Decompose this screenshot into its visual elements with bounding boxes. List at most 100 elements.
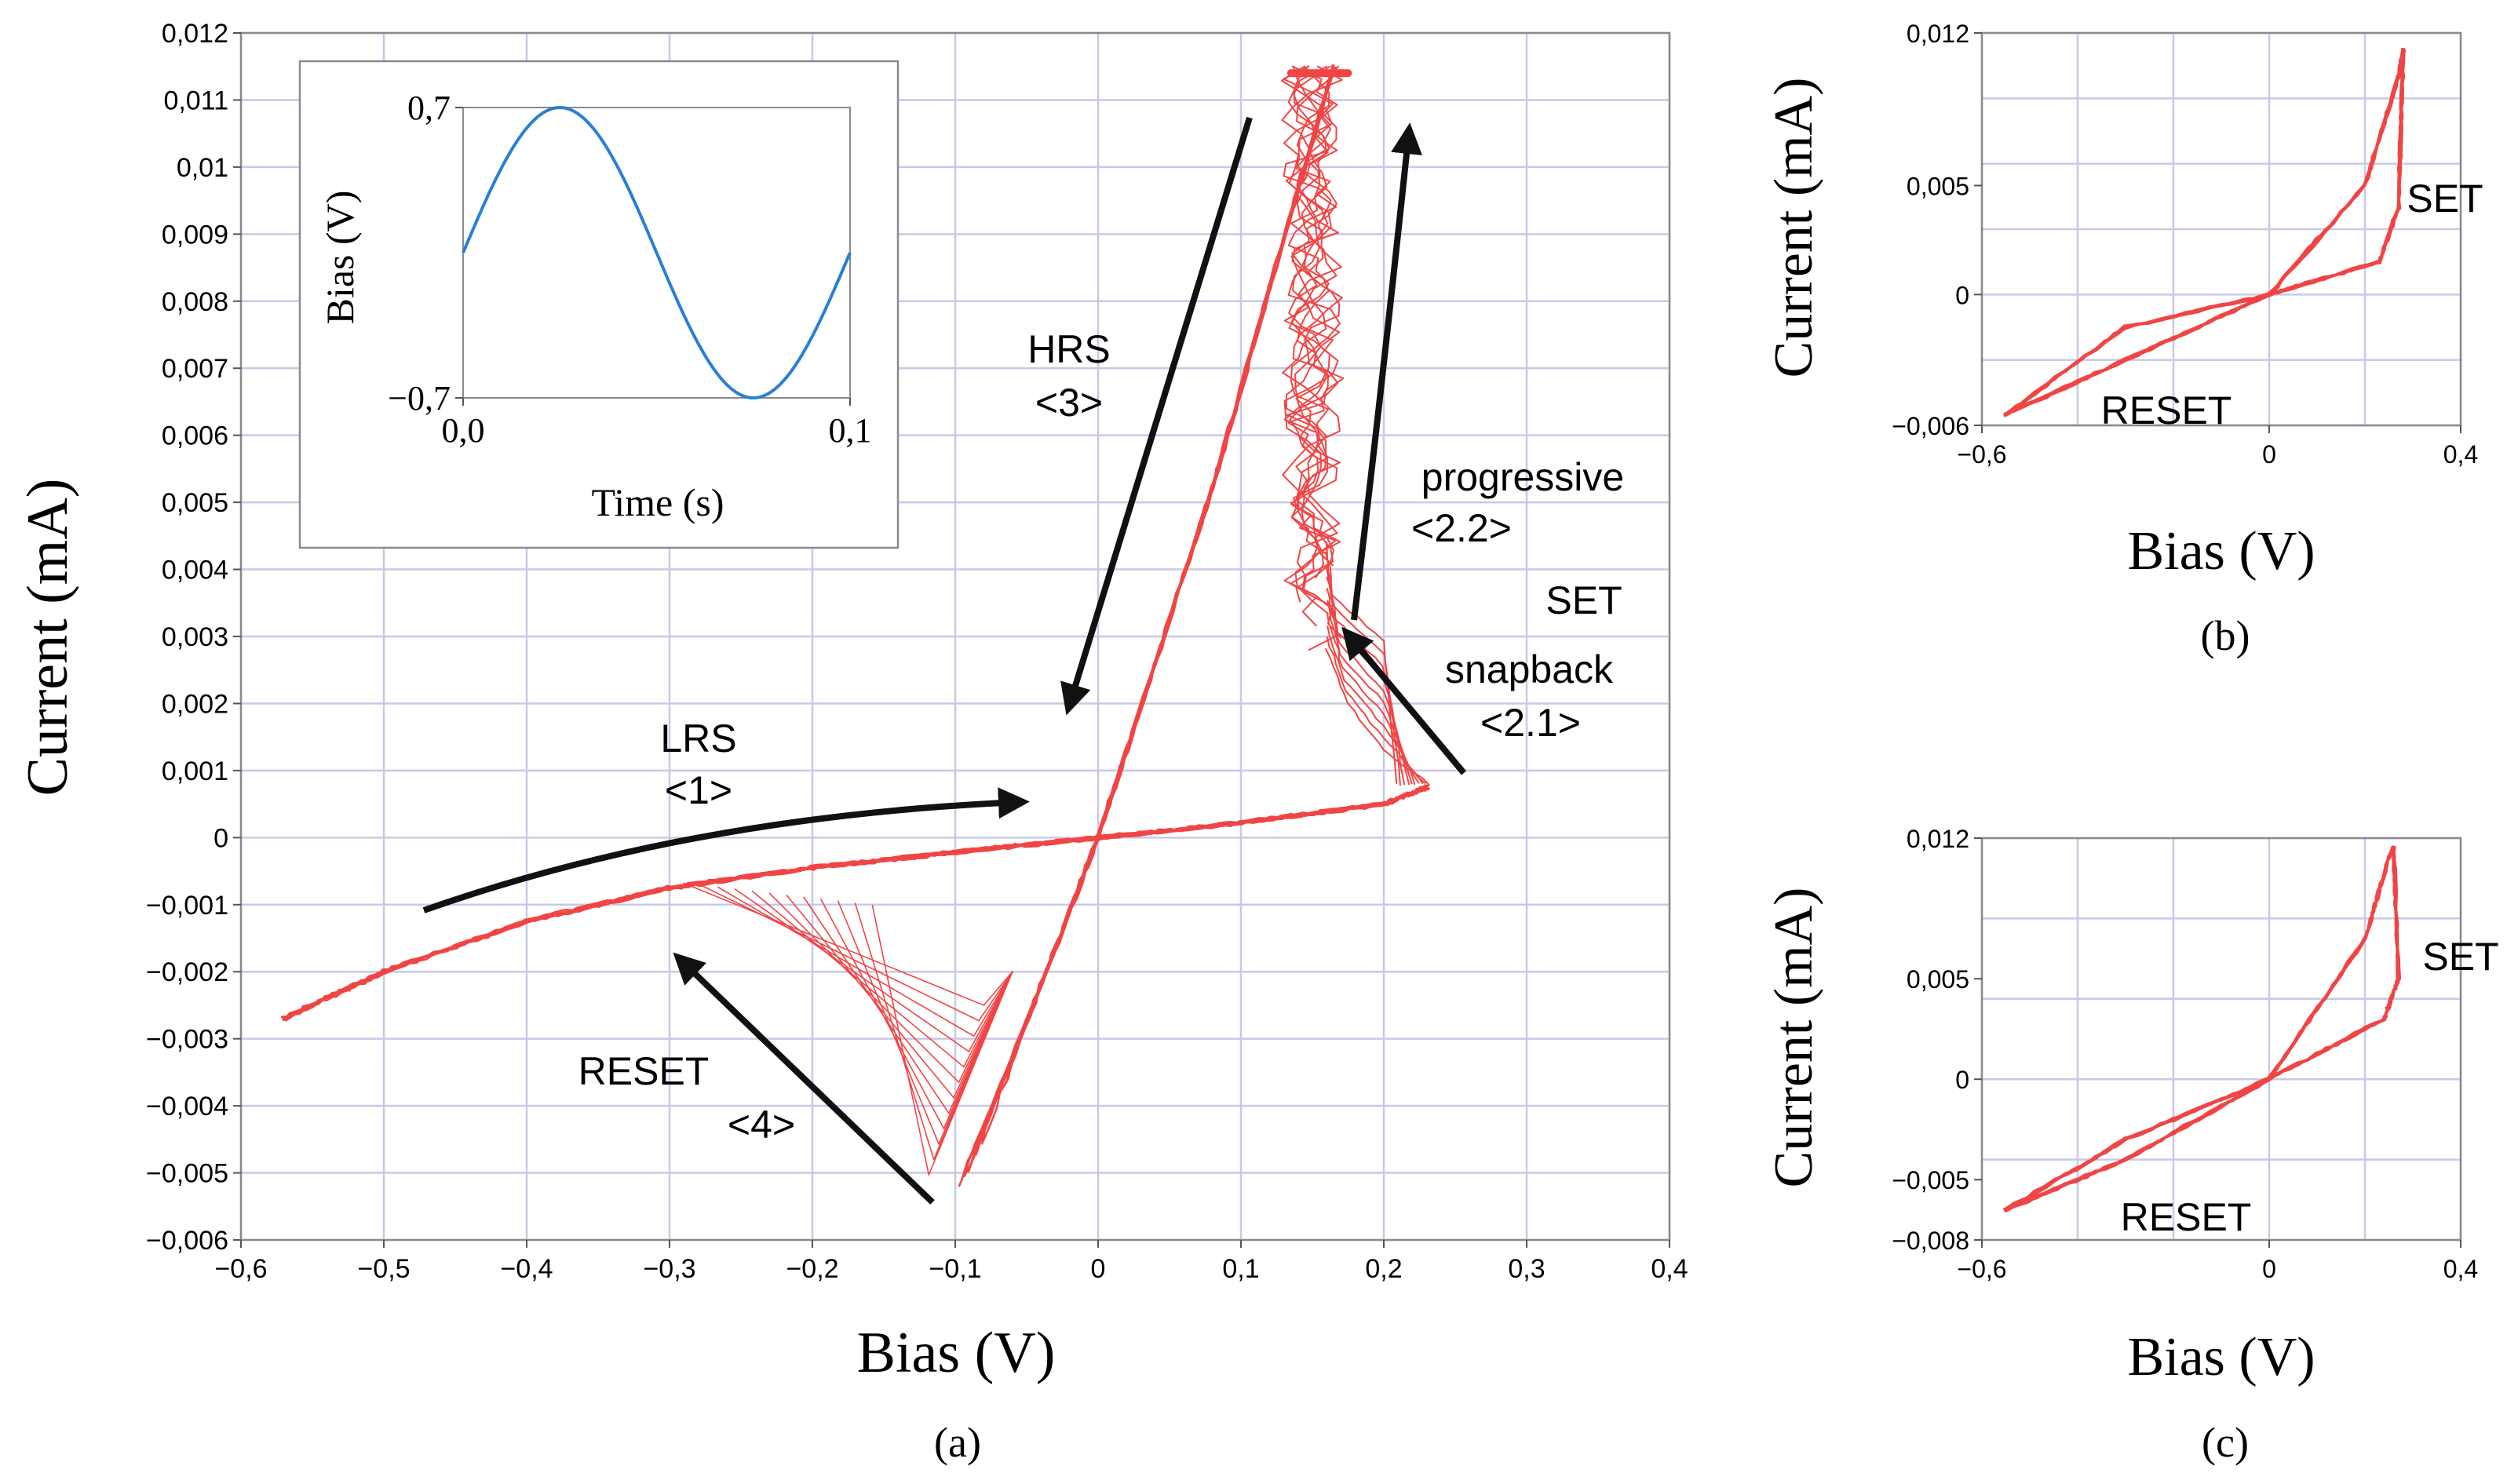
panel-c-ticks: −0,6 0 0,4 0,012 0,005 0 −0,005 −0,008 xyxy=(1892,825,2478,1283)
y-tick-label: 0,011 xyxy=(163,86,228,115)
trace-lower xyxy=(2005,50,2405,417)
x-tick-label: 0 xyxy=(2262,1255,2276,1283)
x-tick-label: 0,1 xyxy=(1222,1254,1259,1284)
trace-hrs xyxy=(969,67,1334,1166)
x-tick-label: 0,4 xyxy=(2443,1255,2478,1283)
panel-a-chart: −0,6 −0,5 −0,4 −0,3 −0,2 −0,1 0 0,1 0,2 0,3 0,4 −0… xyxy=(16,19,1688,1466)
trace-lower xyxy=(2003,846,2401,1211)
x-tick-label: 0,2 xyxy=(1365,1254,1402,1284)
trace-progressive xyxy=(1282,65,1341,651)
trace-lower xyxy=(2004,48,2406,415)
trace-hrs xyxy=(972,64,1334,1161)
y-tick-label: 0,005 xyxy=(162,488,228,518)
panel-c-x-title: Bias (V) xyxy=(2127,1327,2315,1387)
y-tick-label: 0 xyxy=(1955,1066,1969,1094)
y-tick-label: 0,012 xyxy=(1907,825,1969,853)
x-tick-label: 0 xyxy=(2262,440,2276,469)
trace-reset xyxy=(854,902,935,1161)
y-tick-label: −0,008 xyxy=(1892,1227,1969,1255)
panel-a-y-title: Current (mA) xyxy=(16,479,80,797)
trace-reset xyxy=(717,886,975,1037)
inset-bias-waveform xyxy=(462,105,852,400)
trace-lrs xyxy=(283,787,1430,1019)
anno-lrs-sub: <1> xyxy=(665,768,732,812)
y-tick-label: 0,012 xyxy=(162,19,228,49)
panel-a-caption: (a) xyxy=(934,1419,981,1466)
trace-upper xyxy=(2003,847,2396,1211)
inset-y-title: Bias (V) xyxy=(318,191,362,325)
x-tick-label: −0,6 xyxy=(1957,1255,2006,1283)
trace-upper xyxy=(2005,848,2396,1212)
anno-snapback-sub: <2.1> xyxy=(1480,701,1581,745)
y-tick-label: 0,007 xyxy=(162,354,228,384)
inset-frame xyxy=(298,60,900,549)
x-tick-label: 0,4 xyxy=(1651,1254,1688,1284)
anno-progressive-sub: <2.2> xyxy=(1411,506,1512,550)
anno-hrs: HRS xyxy=(1027,327,1111,371)
x-tick-label: −0,6 xyxy=(1957,440,2006,469)
panel-c-caption: (c) xyxy=(2202,1419,2249,1466)
y-tick-label: 0,005 xyxy=(1907,172,1969,200)
trace-lower xyxy=(2004,845,2401,1210)
trace-progressive xyxy=(1285,65,1339,614)
y-tick-label: 0,001 xyxy=(162,757,228,786)
panel-b-y-title: Current (mA) xyxy=(1764,78,1824,378)
trace-progressive xyxy=(1283,65,1341,578)
y-tick-label: −0,005 xyxy=(1892,1166,1969,1194)
trace-snapback xyxy=(1325,648,1430,786)
anno-hrs-sub: <3> xyxy=(1035,381,1103,425)
trace-lower xyxy=(2005,845,2399,1212)
inset-x-title: Time (s) xyxy=(591,480,724,524)
trace-reset xyxy=(683,882,985,1006)
y-tick-label: −0,005 xyxy=(146,1159,228,1189)
trace-lower xyxy=(2005,48,2406,415)
trace-upper xyxy=(2005,847,2395,1212)
trace-reset xyxy=(983,971,1013,1006)
anno-reset: RESET xyxy=(578,1049,710,1093)
panel-b-chart: −0,6 0 0,4 0,012 0,005 0 −0,006 SET RESET Bias… xyxy=(1764,20,2483,659)
arrow-snapback-2-1 xyxy=(1341,626,1467,775)
inset-x-tick-label: 0,1 xyxy=(829,411,872,450)
inset-y-tick-label: 0,7 xyxy=(407,89,451,127)
x-tick-label: −0,2 xyxy=(786,1254,838,1284)
y-tick-label: −0,002 xyxy=(146,957,228,987)
trace-progressive xyxy=(1283,65,1345,567)
y-tick-label: 0,004 xyxy=(162,556,228,585)
panel-b-traces xyxy=(2003,47,2407,417)
trace-lower xyxy=(2005,846,2400,1212)
panel-b-caption: (b) xyxy=(2201,612,2250,659)
panel-c-traces xyxy=(2003,845,2402,1212)
panel-c-chart: −0,6 0 0,4 0,012 0,005 0 −0,005 −0,008 SET RESE… xyxy=(1764,825,2499,1466)
trace-progressive xyxy=(1281,65,1342,639)
panel-c-y-title: Current (mA) xyxy=(1764,888,1824,1188)
trace-hrs xyxy=(975,66,1337,1156)
anno-lrs: LRS xyxy=(660,716,736,760)
x-tick-label: −0,4 xyxy=(500,1254,553,1284)
inset-y-tick-label: −0,7 xyxy=(388,379,451,417)
trace-reset xyxy=(820,899,945,1129)
trace-hrs xyxy=(982,67,1336,1142)
trace-progressive xyxy=(1283,65,1337,591)
trace-hrs xyxy=(976,66,1337,1152)
trace-snapback xyxy=(1325,541,1398,784)
trace-hrs xyxy=(958,64,1335,1187)
anno-snapback: snapback xyxy=(1445,647,1614,691)
panel-b-plot-frame xyxy=(1980,31,2462,427)
anno-reset-sub: <4> xyxy=(728,1103,795,1147)
y-tick-label: 0 xyxy=(1955,281,1969,309)
panel-c-set-label: SET xyxy=(2422,935,2498,979)
anno-progressive: progressive xyxy=(1421,455,1624,499)
y-tick-label: 0 xyxy=(213,823,228,853)
trace-progressive xyxy=(1287,65,1341,542)
trace-lrs xyxy=(284,786,1429,1019)
inset-ticks: 0,0 0,1 0,7 −0,7 xyxy=(388,89,871,450)
panel-a-y-ticks: −0,006 −0,005 −0,004 −0,003 −0,002 −0,001 0 0,0… xyxy=(146,19,241,1256)
x-tick-label: −0,3 xyxy=(643,1254,695,1284)
trace-progressive xyxy=(1283,65,1343,554)
trace-reset xyxy=(871,904,930,1176)
trace-upper xyxy=(2003,846,2396,1211)
trace-lower xyxy=(2004,846,2400,1212)
trace-reset xyxy=(928,971,1013,1176)
x-tick-label: −0,1 xyxy=(929,1254,981,1284)
